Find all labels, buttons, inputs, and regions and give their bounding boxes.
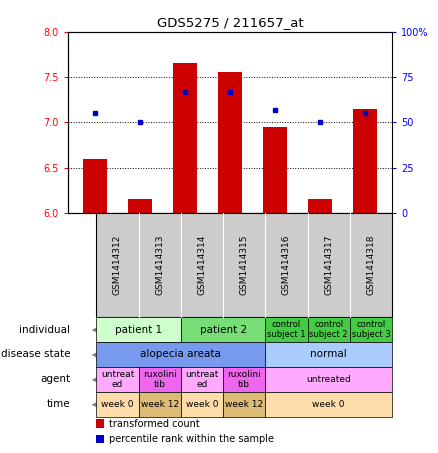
Bar bbox=[82, 159, 107, 213]
Bar bbox=[353, 109, 378, 213]
Text: GSM1414314: GSM1414314 bbox=[198, 235, 206, 295]
Text: GSM1414316: GSM1414316 bbox=[282, 235, 291, 295]
Text: week 0: week 0 bbox=[186, 400, 218, 409]
Polygon shape bbox=[92, 375, 101, 385]
Text: normal: normal bbox=[310, 349, 347, 360]
Text: disease state: disease state bbox=[0, 349, 70, 360]
Text: control
subject 2: control subject 2 bbox=[309, 320, 348, 339]
Polygon shape bbox=[92, 350, 101, 360]
Text: alopecia areata: alopecia areata bbox=[141, 349, 221, 360]
Polygon shape bbox=[92, 325, 101, 335]
Text: GSM1414312: GSM1414312 bbox=[113, 235, 122, 295]
Text: GSM1414315: GSM1414315 bbox=[240, 235, 249, 295]
Title: GDS5275 / 211657_at: GDS5275 / 211657_at bbox=[157, 16, 303, 29]
Text: transformed count: transformed count bbox=[109, 419, 199, 429]
Bar bbox=[127, 199, 152, 213]
Bar bbox=[218, 72, 242, 213]
Bar bbox=[173, 63, 197, 213]
Text: percentile rank within the sample: percentile rank within the sample bbox=[109, 434, 274, 444]
Text: week 12: week 12 bbox=[225, 400, 263, 409]
Text: untreat
ed: untreat ed bbox=[185, 370, 219, 389]
Bar bbox=[307, 199, 332, 213]
Text: week 0: week 0 bbox=[101, 400, 134, 409]
Bar bbox=[263, 127, 287, 213]
Text: untreat
ed: untreat ed bbox=[101, 370, 134, 389]
Text: ruxolini
tib: ruxolini tib bbox=[227, 370, 261, 389]
Text: ruxolini
tib: ruxolini tib bbox=[143, 370, 177, 389]
Text: patient 1: patient 1 bbox=[115, 324, 162, 335]
Text: control
subject 1: control subject 1 bbox=[267, 320, 306, 339]
Text: time: time bbox=[46, 399, 70, 410]
Text: GSM1414318: GSM1414318 bbox=[367, 235, 375, 295]
Text: GSM1414313: GSM1414313 bbox=[155, 235, 164, 295]
Text: control
subject 3: control subject 3 bbox=[352, 320, 390, 339]
Text: week 0: week 0 bbox=[312, 400, 345, 409]
Text: individual: individual bbox=[19, 324, 70, 335]
Text: patient 2: patient 2 bbox=[199, 324, 247, 335]
Polygon shape bbox=[92, 400, 101, 410]
Text: GSM1414317: GSM1414317 bbox=[324, 235, 333, 295]
Text: agent: agent bbox=[40, 374, 70, 385]
Text: week 12: week 12 bbox=[141, 400, 179, 409]
Text: untreated: untreated bbox=[306, 375, 351, 384]
